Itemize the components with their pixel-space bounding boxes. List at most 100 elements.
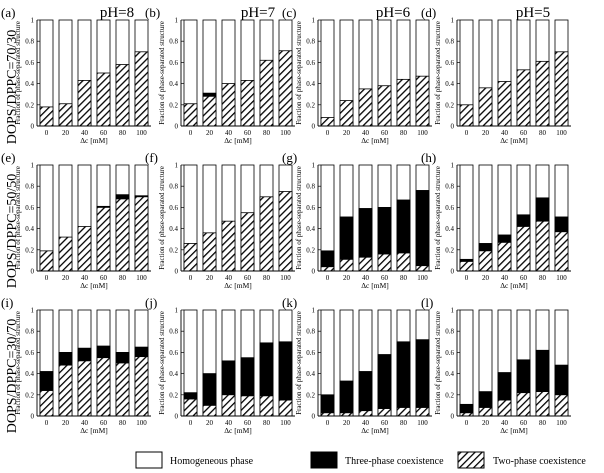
bar-homogeneous [459, 309, 474, 417]
y-tick-label: 0 [31, 268, 35, 276]
x-tick-label: 100 [280, 129, 291, 137]
x-tick-label: 20 [482, 274, 490, 282]
row-header-30-70: DOPS/DPPC=30/70 [5, 319, 20, 434]
y-tick-label: 0.4 [169, 80, 178, 88]
x-tick-label: 0 [326, 129, 330, 137]
bar-three-phase [535, 197, 550, 222]
y-tick-label: 0 [312, 268, 316, 276]
y-tick-label: 0.2 [306, 391, 315, 399]
x-tick-label: 80 [400, 129, 408, 137]
bar-two-phase [221, 83, 236, 127]
panel-label: (a) [1, 5, 15, 20]
bar-two-phase [259, 59, 274, 127]
bar-two-phase [221, 394, 236, 417]
panel-label: (b) [145, 5, 160, 20]
bar-two-phase [202, 232, 217, 272]
y-tick-label: 0.4 [445, 370, 454, 378]
panel-label: (j) [145, 295, 157, 310]
y-tick-label: 1 [451, 307, 455, 315]
x-tick-label: 80 [539, 129, 547, 137]
column-header-ph8: pH=8 [100, 5, 134, 21]
x-tick-label: 60 [520, 129, 528, 137]
bar-two-phase [459, 104, 474, 127]
x-tick-label: 0 [189, 419, 193, 427]
y-tick-label: 0.8 [445, 328, 454, 336]
legend-label-three-phase: Three-phase coexistence [345, 456, 444, 467]
y-tick-label: 1 [312, 307, 316, 315]
y-axis-label: Fraction of phase-separated structure [295, 166, 303, 270]
y-tick-label: 0.8 [169, 38, 178, 46]
y-tick-label: 0.6 [306, 349, 315, 357]
bar-three-phase [202, 373, 217, 406]
bar-three-phase [339, 216, 354, 260]
bar-two-phase [516, 69, 531, 127]
bar-two-phase [396, 407, 411, 417]
row-header-70-30: DOPS/DPPC=70/30 [5, 30, 20, 145]
x-axis-label: Δc [mM] [224, 426, 252, 435]
y-tick-label: 0.2 [25, 391, 34, 399]
bar-three-phase [221, 360, 236, 396]
legend-swatch-homogeneous [135, 451, 163, 469]
bar-three-phase [358, 371, 373, 412]
x-tick-label: 0 [45, 419, 49, 427]
bar-three-phase [396, 341, 411, 408]
bar-homogeneous [320, 19, 335, 127]
bar-three-phase [554, 216, 569, 233]
x-axis-label: Δc [mM] [361, 426, 389, 435]
x-tick-label: 100 [417, 129, 428, 137]
panel-d: (d)Fraction of phase-separated structure… [421, 5, 571, 145]
x-axis-label: Δc [mM] [224, 281, 252, 290]
x-tick-label: 80 [119, 274, 127, 282]
y-tick-label: 0.8 [169, 183, 178, 191]
x-tick-label: 60 [381, 129, 389, 137]
x-tick-label: 100 [136, 274, 147, 282]
x-tick-label: 20 [482, 419, 490, 427]
y-tick-label: 0.2 [25, 101, 34, 109]
x-axis-label: Δc [mM] [500, 426, 528, 435]
bar-two-phase [278, 50, 293, 127]
x-axis-label: Δc [mM] [500, 136, 528, 145]
y-tick-label: 0.6 [25, 59, 34, 67]
x-tick-label: 100 [280, 274, 291, 282]
bar-two-phase [358, 410, 373, 417]
y-tick-label: 0.4 [25, 370, 34, 378]
x-axis-label: Δc [mM] [80, 426, 108, 435]
bar-two-phase [96, 357, 111, 417]
x-tick-label: 40 [501, 274, 509, 282]
panel-h: (h)Fraction of phase-separated structure… [421, 150, 571, 290]
y-tick-label: 0.2 [445, 101, 454, 109]
y-tick-label: 0.6 [445, 349, 454, 357]
y-tick-label: 0.4 [306, 80, 315, 88]
bar-two-phase [535, 60, 550, 127]
y-tick-label: 0.2 [169, 391, 178, 399]
bar-three-phase [377, 206, 392, 255]
x-tick-label: 20 [206, 274, 214, 282]
x-tick-label: 40 [225, 419, 233, 427]
y-axis-label: Fraction of phase-separated structure [158, 166, 166, 270]
x-tick-label: 60 [100, 419, 108, 427]
panels-group: (a) Fraction of phase-separated structure… [1, 5, 571, 435]
x-tick-label: 20 [343, 129, 351, 137]
bar-three-phase [39, 371, 54, 391]
x-tick-label: 0 [45, 129, 49, 137]
x-tick-label: 0 [465, 274, 469, 282]
bar-three-phase [554, 364, 569, 396]
legend-swatch-two-phase [457, 451, 485, 469]
bar-two-phase [396, 78, 411, 127]
y-tick-label: 1 [175, 162, 179, 170]
bar-two-phase [535, 220, 550, 272]
y-tick-label: 0.2 [306, 101, 315, 109]
x-tick-label: 20 [482, 129, 490, 137]
bar-three-phase [202, 92, 217, 97]
bar-two-phase [497, 399, 512, 417]
y-tick-label: 0.6 [169, 349, 178, 357]
x-tick-label: 80 [119, 419, 127, 427]
y-tick-label: 0.6 [169, 204, 178, 212]
x-tick-label: 20 [343, 274, 351, 282]
x-tick-label: 60 [381, 274, 389, 282]
bar-three-phase [396, 199, 411, 254]
bar-two-phase [240, 212, 255, 272]
bar-two-phase [377, 408, 392, 417]
x-tick-label: 60 [520, 274, 528, 282]
